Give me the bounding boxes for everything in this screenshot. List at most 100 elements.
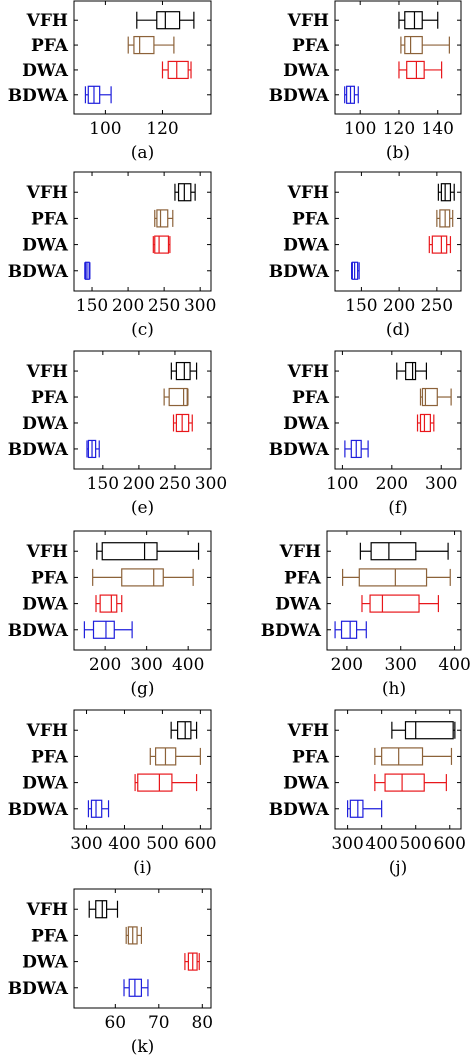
box-pfa: [374, 747, 453, 766]
panel-label: (c): [131, 320, 154, 340]
iqr-box: [358, 568, 428, 587]
category-label: VFH: [26, 362, 68, 382]
box-bdwa: [86, 439, 100, 459]
iqr-box: [175, 361, 191, 381]
panel-label: (j): [389, 858, 408, 878]
panel-label: (i): [133, 858, 152, 878]
box-bdwa: [347, 799, 383, 818]
box-pfa: [342, 568, 451, 587]
x-tick-label: 400: [172, 655, 204, 675]
x-tick-label: 200: [331, 655, 363, 675]
category-label: PFA: [31, 926, 69, 946]
plot-frame: [73, 709, 212, 830]
x-tick-label: 100: [344, 119, 376, 139]
x-tick-label: 250: [159, 474, 191, 494]
panel-label: (h): [382, 679, 406, 699]
x-tick-label: 300: [425, 474, 457, 494]
chart-panel: VFH PFA DWA BDWA 150 200 250 300 (c): [8, 171, 216, 340]
x-tick-label: 600: [434, 834, 466, 854]
iqr-box: [133, 35, 155, 55]
x-tick-label: 200: [383, 296, 415, 316]
plot-frame: [334, 0, 462, 115]
iqr-box: [154, 235, 170, 254]
box-dwa: [184, 952, 200, 971]
box-bdwa: [84, 85, 112, 104]
x-tick-label: 200: [112, 296, 144, 316]
x-tick-label: 120: [383, 119, 415, 139]
box-vfh: [96, 542, 200, 561]
category-label: DWA: [22, 61, 69, 81]
panel-label: (e): [131, 498, 154, 518]
box-bdwa: [344, 85, 359, 104]
category-label: BDWA: [269, 800, 330, 820]
category-label: DWA: [22, 595, 69, 615]
x-tick-label: 600: [184, 834, 216, 854]
box-dwa: [361, 594, 439, 613]
panel-label: (k): [131, 1037, 155, 1057]
x-tick-label: 100: [326, 474, 358, 494]
box-dwa: [428, 235, 452, 254]
category-label: VFH: [287, 183, 329, 203]
iqr-box: [384, 773, 425, 792]
x-tick-label: 100: [89, 119, 121, 139]
plot-frame: [334, 709, 462, 830]
x-tick-label: 200: [376, 474, 408, 494]
box-vfh: [437, 183, 455, 202]
panel-label: (a): [131, 143, 154, 163]
category-label: DWA: [22, 953, 69, 973]
box-pfa: [92, 568, 194, 587]
box-vfh: [170, 361, 198, 381]
x-tick-label: 60: [104, 1013, 126, 1033]
x-tick-label: 400: [438, 655, 470, 675]
box-bdwa: [344, 439, 369, 459]
panel-label: (d): [386, 320, 410, 340]
category-label: VFH: [26, 721, 68, 741]
box-vfh: [88, 900, 119, 919]
category-label: DWA: [283, 61, 330, 81]
chart-panel: VFH PFA DWA BDWA 200 300 400 (h): [261, 530, 471, 699]
iqr-box: [137, 773, 173, 792]
box-pfa: [419, 387, 452, 407]
chart-panel: VFH PFA DWA BDWA 100 120 140 (b): [269, 0, 462, 163]
category-label: PFA: [31, 747, 69, 767]
panel-label: (g): [130, 679, 154, 699]
box-vfh: [174, 183, 196, 202]
category-label: BDWA: [8, 621, 69, 641]
plot-frame: [334, 171, 462, 292]
category-label: DWA: [22, 774, 69, 794]
box-bdwa: [87, 799, 110, 818]
plot-frame: [73, 350, 212, 470]
chart-panel: VFH PFA DWA BDWA 150 200 250 (d): [269, 171, 462, 340]
box-pfa: [154, 209, 174, 228]
iqr-box: [404, 721, 454, 740]
iqr-box: [168, 387, 188, 407]
category-label: DWA: [22, 236, 69, 256]
iqr-box: [369, 594, 420, 613]
iqr-box: [177, 721, 192, 740]
chart-panel: VFH PFA DWA BDWA 100 120 (a): [8, 0, 212, 163]
category-label: VFH: [26, 542, 68, 562]
x-tick-label: 140: [422, 119, 454, 139]
category-label: DWA: [22, 414, 69, 434]
iqr-box: [440, 183, 452, 202]
category-label: BDWA: [8, 800, 69, 820]
category-label: PFA: [292, 209, 330, 229]
x-tick-label: 150: [76, 296, 108, 316]
box-bdwa: [123, 978, 149, 997]
category-label: BDWA: [261, 621, 322, 641]
category-label: DWA: [283, 774, 330, 794]
iqr-box: [404, 35, 423, 55]
box-dwa: [134, 773, 198, 792]
chart-panel: VFH PFA DWA BDWA 200 300 400 (g): [8, 530, 212, 699]
box-bdwa: [83, 620, 133, 639]
iqr-box: [404, 11, 423, 30]
box-vfh: [398, 11, 439, 30]
box-dwa: [152, 235, 171, 254]
x-tick-label: 200: [89, 655, 121, 675]
box-dwa: [95, 594, 123, 613]
box-dwa: [161, 60, 192, 80]
x-tick-label: 250: [148, 296, 180, 316]
chart-panel: VFH PFA DWA BDWA 100 200 300 (f): [269, 350, 462, 518]
plot-frame: [334, 350, 462, 470]
